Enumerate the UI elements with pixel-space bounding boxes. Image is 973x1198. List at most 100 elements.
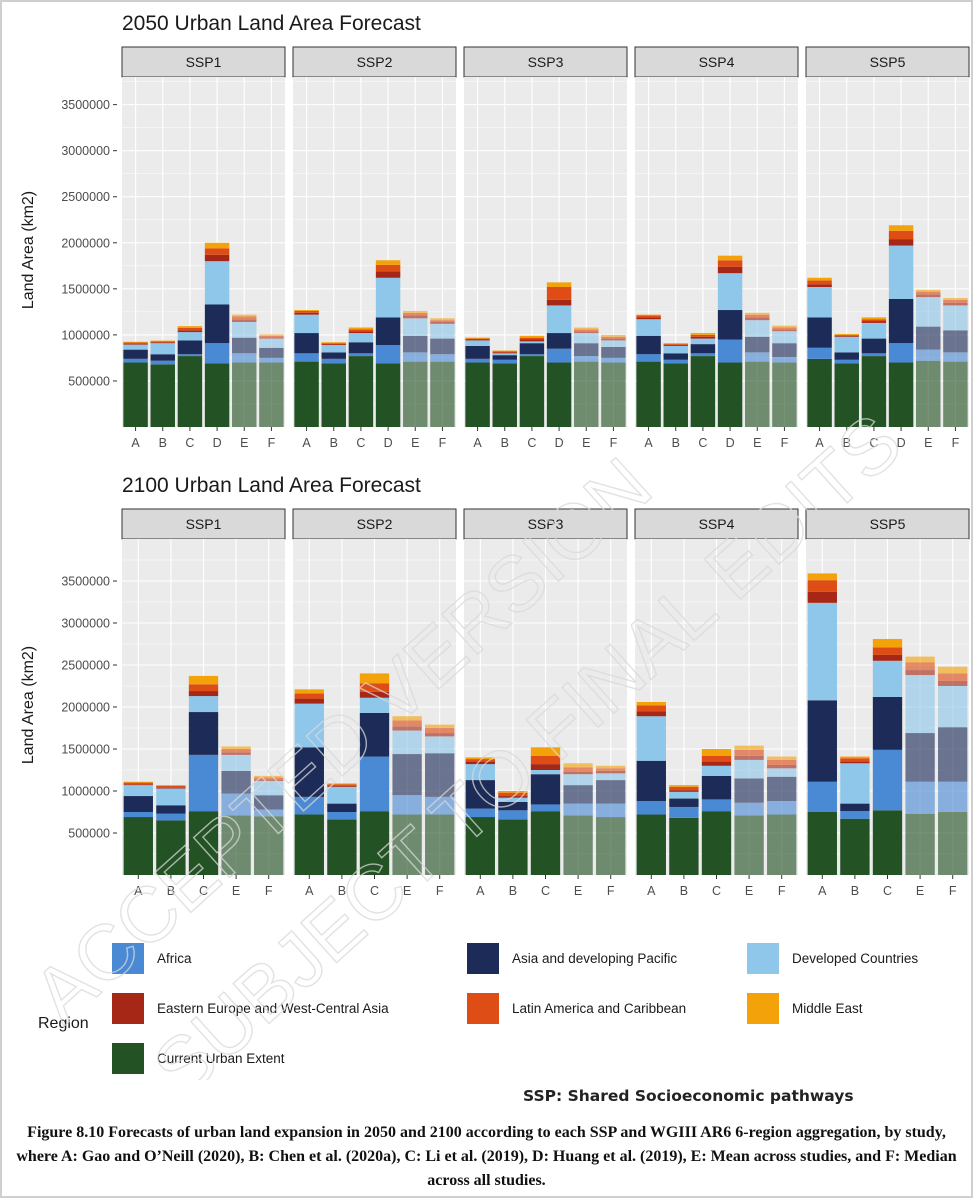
bar-segment-developed — [123, 344, 148, 350]
bar-segment-asia — [465, 345, 490, 359]
bar-segment-eeca — [392, 726, 422, 731]
bar-segment-africa — [156, 813, 186, 821]
x-tick-label: E — [240, 436, 248, 450]
bar-segment-current — [663, 363, 688, 427]
y-tick-label: 2500000 — [61, 659, 110, 673]
bar-segment-mideast — [546, 282, 572, 287]
bar-segment-developed — [596, 773, 626, 781]
bar-segment-mideast — [425, 724, 455, 728]
bar-segment-latam — [327, 784, 357, 786]
bar-segment-eeca — [669, 790, 699, 792]
x-tick-label: E — [916, 884, 924, 898]
bar-f — [601, 334, 626, 427]
bar-segment-current — [259, 362, 284, 427]
bar-segment-latam — [840, 758, 870, 762]
bar-segment-current — [636, 361, 661, 427]
bar-e — [403, 310, 428, 427]
x-tick-label: D — [384, 436, 393, 450]
bar-segment-latam — [546, 287, 572, 300]
bar-segment-asia — [519, 343, 545, 355]
bar-segment-asia — [840, 803, 870, 812]
bar-segment-mideast — [563, 763, 593, 768]
bar-segment-latam — [905, 662, 935, 671]
legend-label: Eastern Europe and West-Central Asia — [157, 1001, 389, 1016]
y-tick-label: 1000000 — [61, 785, 110, 799]
bar-segment-africa — [492, 359, 517, 364]
bar-segment-eeca — [734, 755, 764, 760]
bar-segment-latam — [123, 782, 153, 785]
x-tick-label: C — [185, 436, 194, 450]
bar-segment-latam — [745, 314, 770, 318]
bar-segment-current — [861, 356, 887, 427]
bar-segment-mideast — [905, 656, 935, 663]
bar-segment-current — [430, 361, 455, 427]
bar-segment-eeca — [563, 771, 593, 775]
bar-segment-eeca — [492, 352, 517, 354]
bar-segment-africa — [563, 803, 593, 816]
bar-segment-current — [204, 363, 230, 427]
x-tick-label: A — [815, 436, 824, 450]
chart-title: 2100 Urban Land Area Forecast — [122, 474, 421, 497]
bar-segment-mideast — [807, 277, 832, 281]
bar-segment-africa — [375, 345, 401, 364]
bar-segment-asia — [596, 780, 626, 804]
bar-segment-mideast — [375, 260, 401, 265]
bar-segment-developed — [327, 786, 357, 804]
bar-segment-mideast — [701, 749, 732, 756]
bar-segment-asia — [221, 770, 251, 794]
bar-segment-developed — [177, 332, 203, 341]
bar-segment-developed — [717, 273, 743, 311]
y-tick-label: 1500000 — [61, 743, 110, 757]
bar-segment-developed — [403, 318, 428, 336]
bar-segment-mideast — [834, 333, 859, 335]
bar-segment-current — [254, 816, 284, 875]
bar-segment-current — [916, 360, 941, 427]
bar-segment-asia — [348, 342, 374, 354]
bar-segment-developed — [294, 703, 324, 748]
legend-swatch — [747, 943, 779, 974]
bar-segment-africa — [519, 354, 545, 357]
x-tick-label: A — [302, 436, 311, 450]
bar-segment-eeca — [772, 329, 797, 332]
bar-segment-developed — [807, 602, 837, 701]
x-tick-label: E — [745, 884, 753, 898]
bar-segment-asia — [465, 780, 495, 809]
bar-segment-current — [348, 356, 374, 427]
bar-segment-asia — [767, 776, 797, 802]
chart-2050: 2050 Urban Land Area Forecast Land Area (… — [20, 12, 970, 450]
legend-label: Middle East — [792, 1001, 863, 1016]
bar-segment-mideast — [294, 310, 319, 311]
legend-title: Region — [38, 1015, 89, 1032]
bar-f — [767, 756, 797, 875]
x-tick-label: F — [607, 884, 615, 898]
bar-segment-latam — [669, 786, 699, 791]
bar-c — [519, 335, 545, 427]
bar-segment-current — [596, 817, 626, 875]
facet-panel-ssp5: SSP5 A B C E F — [805, 508, 970, 898]
bar-segment-developed — [259, 338, 284, 348]
bar-segment-latam — [259, 335, 284, 338]
bar-segment-africa — [465, 808, 495, 818]
bar-segment-asia — [425, 753, 455, 797]
x-tick-label: F — [778, 884, 786, 898]
bar-segment-mideast — [465, 757, 495, 760]
bar-segment-latam — [465, 338, 490, 340]
bar-segment-mideast — [734, 745, 764, 750]
bar-segment-latam — [294, 693, 324, 699]
bar-segment-eeca — [636, 711, 666, 717]
bar-segment-developed — [767, 768, 797, 777]
bar-c — [177, 326, 203, 427]
bar-segment-eeca — [123, 343, 148, 345]
bar-segment-current — [465, 362, 490, 427]
bar-segment-developed — [905, 675, 935, 734]
bar-segment-eeca — [861, 321, 887, 323]
facet-strip-label: SSP3 — [528, 516, 564, 532]
bar-segment-eeca — [232, 319, 257, 322]
bar-segment-current — [177, 356, 203, 427]
bar-segment-africa — [294, 796, 324, 815]
bar-segment-latam — [321, 343, 346, 345]
bar-segment-mideast — [403, 310, 428, 313]
bar-e — [905, 656, 935, 875]
x-tick-label: D — [213, 436, 222, 450]
bar-segment-eeca — [745, 317, 770, 321]
